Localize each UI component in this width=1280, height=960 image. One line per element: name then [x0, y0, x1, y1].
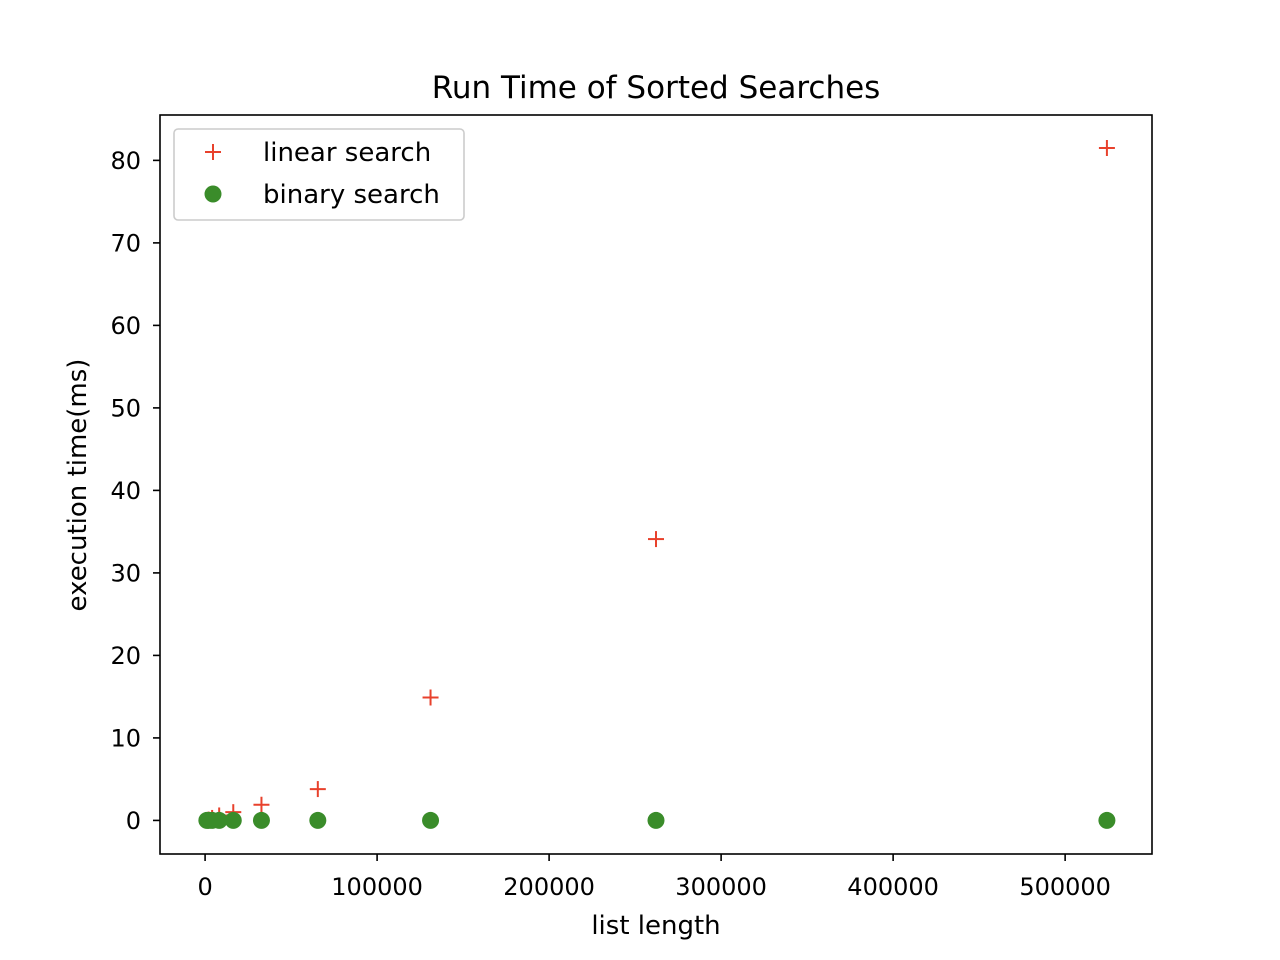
linear-point — [422, 689, 439, 706]
x-tick-label: 200000 — [503, 873, 595, 901]
y-tick-label: 10 — [110, 724, 141, 752]
x-tick-label: 300000 — [675, 873, 767, 901]
x-axis: 0 100000 200000 300000 400000 500000 — [197, 854, 1111, 901]
binary-point — [422, 811, 440, 829]
x-tick-label: 500000 — [1019, 873, 1111, 901]
y-tick-label: 30 — [110, 559, 141, 587]
legend: linear search binary search — [173, 128, 465, 221]
legend-label-binary-search: binary search — [263, 180, 440, 210]
y-tick-label: 80 — [110, 147, 141, 175]
axes-frame — [159, 114, 1153, 855]
linear-point — [309, 781, 326, 798]
legend-box — [173, 128, 465, 221]
binary-point — [252, 811, 270, 829]
chart-title: Run Time of Sorted Searches — [432, 70, 881, 106]
linear-point — [253, 796, 270, 813]
linear-point — [1098, 140, 1115, 157]
legend-plus-marker — [205, 144, 221, 160]
y-tick-label: 60 — [110, 312, 141, 340]
binary-point — [309, 811, 327, 829]
y-axis-label: execution time(ms) — [63, 359, 93, 612]
series-binary-search — [198, 811, 1116, 829]
legend-marker-linear-search — [205, 144, 221, 160]
y-tick-label: 50 — [110, 394, 141, 422]
y-tick-label: 20 — [110, 642, 141, 670]
y-tick-label: 70 — [110, 229, 141, 257]
x-axis-label: list length — [591, 911, 720, 941]
x-tick-label: 0 — [197, 873, 212, 901]
legend-circle-marker — [204, 185, 222, 203]
legend-label-linear-search: linear search — [263, 138, 431, 168]
y-tick-label: 0 — [126, 807, 141, 835]
y-tick-label: 40 — [110, 477, 141, 505]
legend-marker-binary-search — [204, 185, 222, 203]
binary-point — [647, 811, 665, 829]
x-tick-label: 100000 — [331, 873, 423, 901]
plot-area — [198, 140, 1116, 829]
y-axis: 0 10 20 30 40 50 60 70 80 — [110, 147, 160, 835]
linear-point — [648, 531, 664, 548]
binary-point — [224, 811, 242, 829]
x-tick-label: 400000 — [847, 873, 939, 901]
binary-point — [210, 811, 228, 829]
binary-point — [1098, 811, 1116, 829]
